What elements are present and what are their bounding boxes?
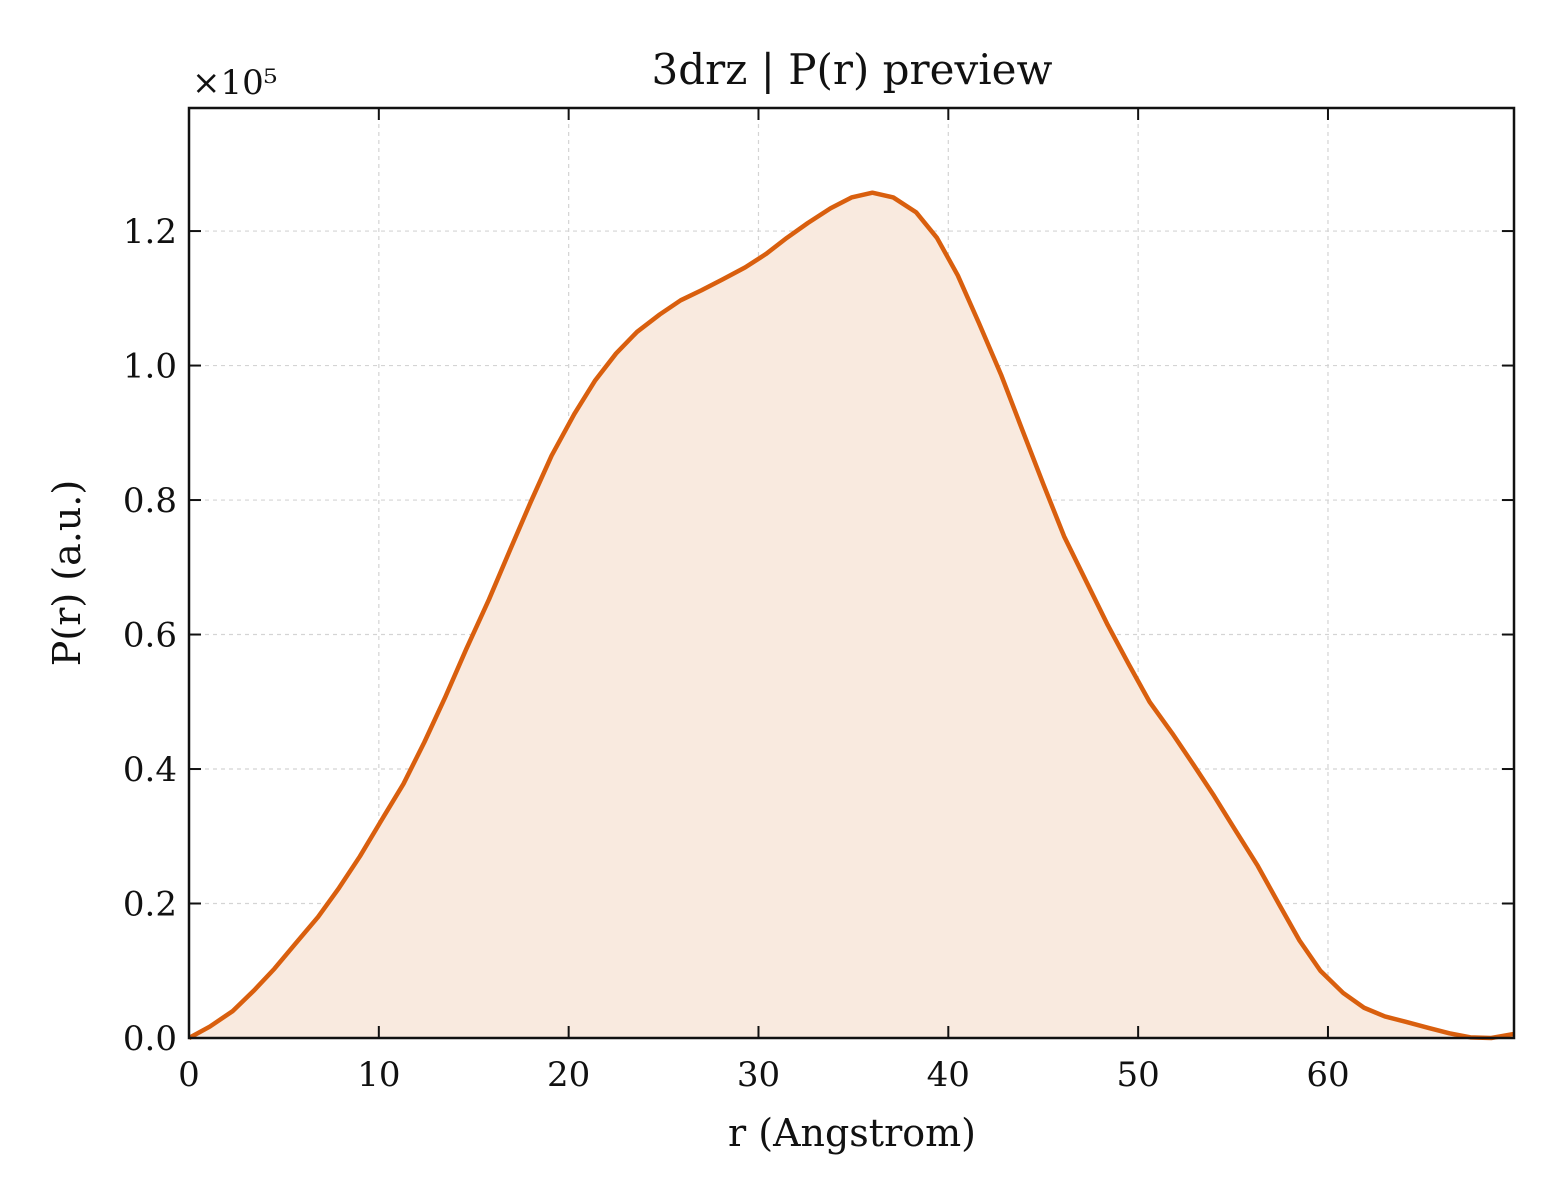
x-axis-label: r (Angstrom) [728, 1111, 976, 1155]
x-tick-label-6: 60 [1306, 1055, 1349, 1095]
x-tick-label-1: 10 [357, 1055, 400, 1095]
y-tick-label-5: 1.0 [123, 347, 177, 387]
pr-curve-line [187, 190, 1515, 1041]
x-tick-label-5: 50 [1117, 1055, 1160, 1095]
x-tick-label-4: 40 [927, 1055, 970, 1095]
y-axis-label: P(r) (a.u.) [45, 480, 89, 666]
y-axis-ticks: 0.0 0.2 0.4 0.6 0.8 1.0 1.2 [123, 212, 1514, 1059]
x-axis-ticks: 0 10 20 30 40 50 60 [178, 108, 1350, 1095]
y-tick-label-0: 0.0 [123, 1019, 177, 1059]
x-tick-label-3: 30 [737, 1055, 780, 1095]
y-axis-multiplier: ×10⁵ [192, 63, 277, 103]
y-tick-label-4: 0.8 [123, 481, 177, 521]
chart-title: 3drz | P(r) preview [652, 45, 1053, 94]
x-tick-label-0: 0 [178, 1055, 200, 1095]
y-tick-label-1: 0.2 [123, 885, 177, 925]
y-tick-label-3: 0.6 [123, 616, 177, 656]
x-tick-label-2: 20 [547, 1055, 590, 1095]
pr-area-fill [189, 192, 1514, 1039]
plot-frame [187, 106, 1516, 1040]
y-tick-label-2: 0.4 [123, 750, 177, 790]
y-tick-label-6: 1.2 [123, 212, 177, 252]
